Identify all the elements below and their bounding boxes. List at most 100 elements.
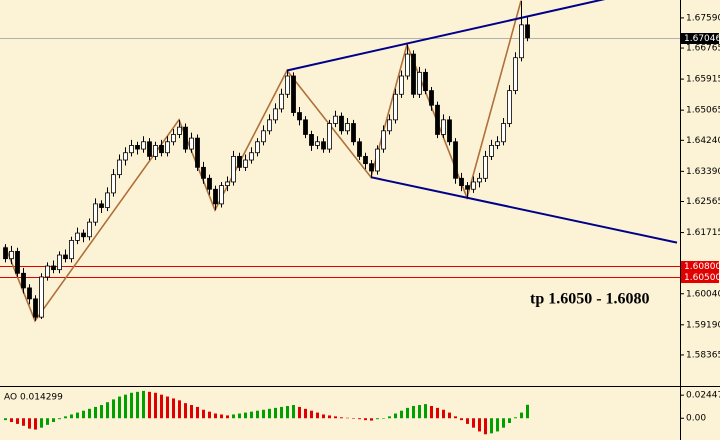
candle-body	[75, 232, 80, 241]
y-tick-label: 1.61715	[686, 228, 720, 238]
candle-body	[483, 155, 488, 179]
candle-body	[327, 123, 332, 150]
indicator-bar	[334, 416, 337, 419]
indicator-bar	[70, 414, 73, 419]
indicator-bar	[22, 418, 25, 426]
candle-body	[411, 53, 416, 95]
indicator-bar	[268, 408, 271, 419]
y-tick-label: 1.62565	[686, 197, 720, 207]
candle-body	[213, 188, 218, 205]
candle-body	[153, 145, 158, 157]
candle-body	[15, 250, 20, 274]
candle-body	[273, 108, 278, 121]
candle-body	[87, 221, 92, 238]
indicator-bar	[316, 412, 319, 419]
candle-body	[219, 185, 224, 205]
y-tick-label: 1.65915	[686, 75, 720, 85]
candle-body	[393, 93, 398, 121]
indicator-bar	[88, 408, 91, 419]
candle-body	[231, 155, 236, 183]
candle-body	[459, 177, 464, 187]
candle-body	[345, 123, 350, 132]
indicator-bar	[442, 409, 445, 419]
indicator-bar	[4, 418, 7, 421]
candle-body	[99, 203, 104, 208]
candle-body	[225, 181, 230, 187]
candle-body	[399, 75, 404, 95]
candle-body	[417, 71, 422, 95]
indicator-bar	[244, 412, 247, 419]
candle-body	[135, 145, 140, 150]
candle-body	[363, 155, 368, 165]
indicator-bar	[322, 414, 325, 419]
indicator-bar	[148, 391, 151, 419]
candle-body	[51, 265, 56, 271]
indicator-bar	[304, 408, 307, 419]
indicator-bar	[226, 415, 229, 419]
indicator-bar	[172, 398, 175, 419]
indicator-bar	[484, 418, 487, 435]
indicator-bar	[340, 417, 343, 419]
indicator-bar	[262, 409, 265, 419]
indicator-bar	[34, 418, 37, 430]
candle-body	[105, 192, 110, 208]
price-level-box	[681, 33, 719, 44]
indicator-bar	[472, 418, 475, 428]
indicator-bar	[328, 415, 331, 419]
indicator-bar	[286, 405, 289, 419]
indicator-bar	[142, 390, 145, 419]
indicator-bar	[196, 406, 199, 419]
indicator-bar	[202, 409, 205, 419]
candle-body	[303, 119, 308, 135]
candle-body	[255, 141, 260, 154]
candle-body	[381, 130, 386, 150]
candle-body	[315, 141, 320, 146]
indicator-bar	[376, 418, 379, 420]
indicator-bar	[64, 416, 67, 419]
candle-body	[447, 119, 452, 143]
indicator-bar	[388, 416, 391, 419]
candle-body	[453, 141, 458, 179]
indicator-bar	[118, 396, 121, 419]
candle-body	[441, 119, 446, 135]
candle-body	[519, 24, 524, 59]
indicator-bar	[40, 418, 43, 428]
indicator-bar	[436, 407, 439, 419]
indicator-bar	[178, 400, 181, 419]
y-tick-label: 1.60040	[686, 289, 720, 299]
candle-body	[243, 159, 248, 168]
candle-body	[279, 93, 284, 110]
candle-body	[123, 152, 128, 161]
indicator-bar	[160, 394, 163, 419]
indicator-bar	[208, 411, 211, 419]
indicator-bar	[136, 391, 139, 419]
candle-body	[513, 57, 518, 92]
candle-body	[183, 126, 188, 150]
candle-body	[525, 24, 530, 39]
candle-body	[57, 254, 62, 271]
candle-body	[165, 141, 170, 154]
indicator-bar	[130, 392, 133, 419]
price-level-box	[681, 272, 719, 283]
y-tick-label: 1.59190	[686, 320, 720, 330]
candle-body	[33, 298, 38, 318]
candle-body	[375, 148, 380, 172]
candle-body	[39, 276, 44, 318]
candle-body	[93, 203, 98, 223]
candle-body	[351, 123, 356, 143]
y-tick-label: 0.024473	[686, 391, 720, 401]
indicator-bar	[430, 405, 433, 419]
candle-body	[111, 174, 116, 194]
indicator-bar	[190, 405, 193, 419]
indicator-bar	[238, 413, 241, 419]
candle-body	[429, 90, 434, 106]
y-tick-label: 1.64240	[686, 136, 720, 146]
candle-body	[321, 141, 326, 150]
indicator-bar	[256, 410, 259, 419]
indicator-bar	[514, 417, 517, 419]
indicator-bar	[232, 414, 235, 419]
price-level-box	[681, 261, 719, 272]
candle-body	[45, 265, 50, 278]
trend-line	[286, 0, 606, 72]
candle-body	[201, 166, 206, 179]
